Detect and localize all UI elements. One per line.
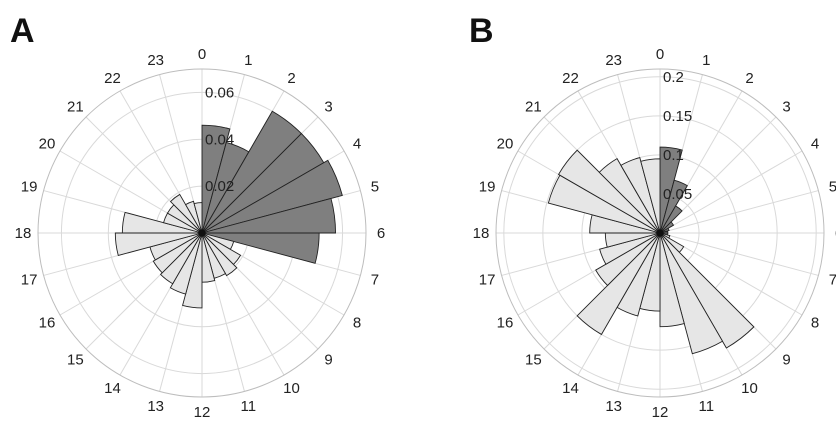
radial-tick-label: 0.02 <box>205 178 234 195</box>
histogram-wedge-hour-9 <box>659 232 755 349</box>
histogram-wedge-hour-10 <box>659 232 724 355</box>
hour-tick-label: 18 <box>473 225 490 242</box>
histogram-wedge-hour-4 <box>201 159 343 234</box>
radial-tick-label: 0.06 <box>205 84 234 101</box>
panel-b: B0.050.10.150.20123456789101112131415161… <box>469 12 836 421</box>
hour-tick-label: 21 <box>525 98 542 115</box>
hour-tick-label: 13 <box>605 398 622 415</box>
histogram-wedge-hour-21 <box>169 193 203 234</box>
hour-tick-label: 9 <box>324 352 332 369</box>
outer-ring <box>495 68 825 398</box>
histogram-wedge-hour-11 <box>659 232 685 328</box>
outer-ring <box>37 68 367 398</box>
radial-tick-label: 0.15 <box>663 108 692 125</box>
histogram-wedge-hour-15 <box>595 232 661 287</box>
histogram-wedge-hour-16 <box>599 232 661 265</box>
hour-tick-label: 23 <box>605 52 622 69</box>
hour-tick-label: 21 <box>67 98 84 115</box>
histogram-wedge-hour-20 <box>557 149 661 234</box>
histogram-wedge-hour-5 <box>201 197 336 234</box>
histogram-wedge-hour-22 <box>620 157 661 234</box>
hour-tick-label: 15 <box>67 352 84 369</box>
hour-tick-label: 17 <box>479 271 496 288</box>
center-point <box>656 229 664 237</box>
hour-tick-label: 20 <box>497 136 514 153</box>
center-point <box>198 229 206 237</box>
hour-tick-label: 13 <box>147 398 164 415</box>
grid-spoke <box>659 150 803 234</box>
grid-spoke <box>659 190 819 234</box>
hour-tick-label: 6 <box>835 225 836 242</box>
hour-tick-label: 19 <box>479 179 496 196</box>
hour-tick-label: 19 <box>21 179 38 196</box>
hour-tick-label: 11 <box>699 398 715 415</box>
hour-tick-label: 7 <box>829 271 836 288</box>
histogram-wedge-hour-17 <box>114 232 203 256</box>
hour-tick-label: 14 <box>104 380 121 397</box>
histogram-wedge-hour-21 <box>598 157 661 234</box>
hour-tick-label: 22 <box>562 70 579 87</box>
histogram-wedge-hour-13 <box>169 232 203 295</box>
hour-tick-label: 1 <box>244 52 252 69</box>
histogram-wedge-hour-3 <box>659 221 675 234</box>
hour-tick-label: 20 <box>39 136 56 153</box>
histogram-wedge-hour-15 <box>152 232 203 274</box>
hour-tick-label: 17 <box>21 271 38 288</box>
hour-tick-label: 22 <box>104 70 121 87</box>
radial-tick-label: 0.05 <box>663 186 692 203</box>
hour-tick-label: 15 <box>525 352 542 369</box>
hour-tick-label: 5 <box>829 179 836 196</box>
radial-tick-label: 0.1 <box>663 147 684 164</box>
hour-tick-label: 12 <box>652 404 669 421</box>
panel-label: B <box>469 12 494 50</box>
hour-tick-label: 10 <box>283 380 300 397</box>
hour-tick-label: 1 <box>702 52 710 69</box>
hour-tick-label: 2 <box>745 70 753 87</box>
panel-label: A <box>10 12 35 50</box>
histogram-wedge-hour-2 <box>659 205 683 234</box>
histogram-wedge-hour-14 <box>159 232 203 285</box>
hour-tick-label: 6 <box>377 225 385 242</box>
histogram-wedge-hour-9 <box>201 232 238 277</box>
hour-tick-label: 3 <box>782 98 790 115</box>
radial-tick-label: 0.2 <box>663 69 684 86</box>
hour-tick-label: 0 <box>656 46 664 63</box>
histogram-wedge-hour-14 <box>576 232 661 336</box>
hour-tick-label: 3 <box>324 98 332 115</box>
hour-tick-label: 0 <box>198 46 206 63</box>
histogram-wedge-hour-23 <box>193 202 203 234</box>
hour-tick-label: 8 <box>353 315 361 332</box>
hour-tick-label: 7 <box>371 271 379 288</box>
hour-tick-label: 10 <box>741 380 758 397</box>
hour-tick-label: 12 <box>194 404 211 421</box>
hour-tick-label: 16 <box>39 315 56 332</box>
histogram-wedge-hour-23 <box>640 158 661 234</box>
hour-tick-label: 9 <box>782 352 790 369</box>
radial-tick-label: 0.04 <box>205 131 234 148</box>
grid-spoke <box>659 232 819 276</box>
hour-tick-label: 5 <box>371 179 379 196</box>
hour-tick-label: 4 <box>353 136 361 153</box>
hour-tick-label: 16 <box>497 315 514 332</box>
hour-tick-label: 11 <box>241 398 257 415</box>
hour-tick-label: 4 <box>811 136 819 153</box>
panel-a: A0.020.040.060 12345678910111213141516171… <box>10 12 385 421</box>
hour-tick-label: 2 <box>287 70 295 87</box>
hour-tick-label: 8 <box>811 315 819 332</box>
histogram-wedge-hour-22 <box>184 200 203 234</box>
hour-tick-label: 14 <box>562 380 579 397</box>
hour-tick-label: 23 <box>147 52 164 69</box>
hour-tick-label: 18 <box>15 225 32 242</box>
histogram-wedge-hour-1 <box>659 179 688 234</box>
